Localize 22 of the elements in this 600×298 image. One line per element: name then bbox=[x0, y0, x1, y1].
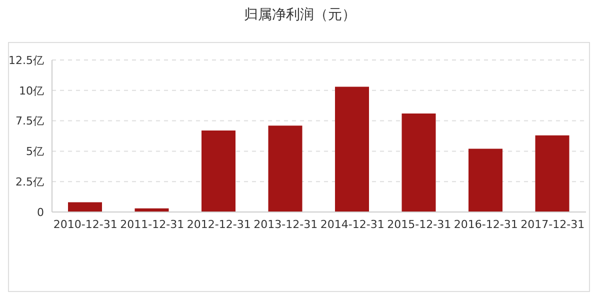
y-tick-label: 2.5亿 bbox=[16, 176, 44, 189]
y-tick-label: 10亿 bbox=[19, 84, 44, 98]
y-tick-label: 12.5亿 bbox=[8, 54, 44, 67]
y-tick-label: 7.5亿 bbox=[16, 114, 44, 128]
y-tick-label: 5亿 bbox=[26, 145, 44, 158]
bar bbox=[535, 135, 570, 212]
x-tick-label: 2017-12-31 bbox=[520, 218, 585, 231]
chart-title: 归属净利润（元） bbox=[243, 6, 357, 24]
y-tick-label: 0 bbox=[37, 206, 44, 219]
x-tick-label: 2014-12-31 bbox=[320, 218, 384, 231]
x-tick-label: 2010-12-31 bbox=[53, 218, 118, 231]
bar bbox=[268, 126, 302, 212]
bar bbox=[335, 86, 369, 212]
x-tick-label: 2011-12-31 bbox=[120, 218, 184, 231]
x-tick-label: 2012-12-31 bbox=[186, 218, 251, 231]
bar bbox=[202, 130, 236, 212]
bar bbox=[402, 114, 436, 212]
bar bbox=[468, 148, 502, 212]
x-tick-label: 2015-12-31 bbox=[387, 218, 452, 231]
x-tick-label: 2016-12-31 bbox=[454, 218, 518, 231]
x-tick-label: 2013-12-31 bbox=[254, 218, 318, 231]
bar bbox=[68, 202, 102, 212]
